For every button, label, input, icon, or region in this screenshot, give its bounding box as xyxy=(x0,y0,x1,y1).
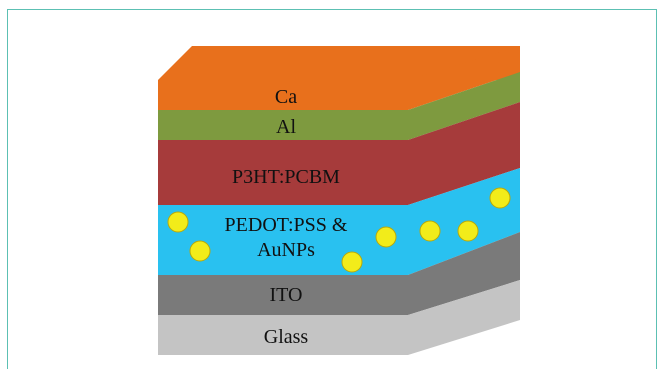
device-stack-diagram: Ca Al P3HT:PCBM PEDOT:PSS & AuNPs ITO Gl… xyxy=(158,46,520,355)
glass-side-face xyxy=(408,280,520,355)
au-nanoparticle xyxy=(489,187,511,209)
au-nanoparticle xyxy=(341,251,363,273)
ca-side-face xyxy=(408,46,520,110)
au-nanoparticles xyxy=(167,187,511,273)
pedot-pss-label-line2: AuNPs xyxy=(257,239,315,261)
figure-frame xyxy=(7,9,657,369)
au-nanoparticle xyxy=(457,220,479,242)
glass-label: Glass xyxy=(264,326,309,348)
ca-label: Ca xyxy=(275,86,297,108)
au-nanoparticle xyxy=(419,220,441,242)
ito-front-face xyxy=(158,275,408,315)
pedot-pss-label-line1: PEDOT:PSS & xyxy=(225,214,348,236)
p3ht-pcbm-label: P3HT:PCBM xyxy=(232,166,340,188)
p3ht-pcbm-front-face xyxy=(158,140,408,205)
ito-label: ITO xyxy=(270,284,303,306)
ca-top-face-2 xyxy=(158,46,520,80)
au-nanoparticle xyxy=(189,240,211,262)
al-front-face xyxy=(158,110,408,140)
ca-front-face xyxy=(158,80,408,110)
al-label: Al xyxy=(276,116,296,138)
au-nanoparticle xyxy=(167,211,189,233)
au-nanoparticle xyxy=(375,226,397,248)
ito-side-face xyxy=(408,232,520,315)
al-side-face xyxy=(408,72,520,140)
p3ht-pcbm-side-face xyxy=(408,102,520,205)
glass-front-face xyxy=(158,315,408,355)
